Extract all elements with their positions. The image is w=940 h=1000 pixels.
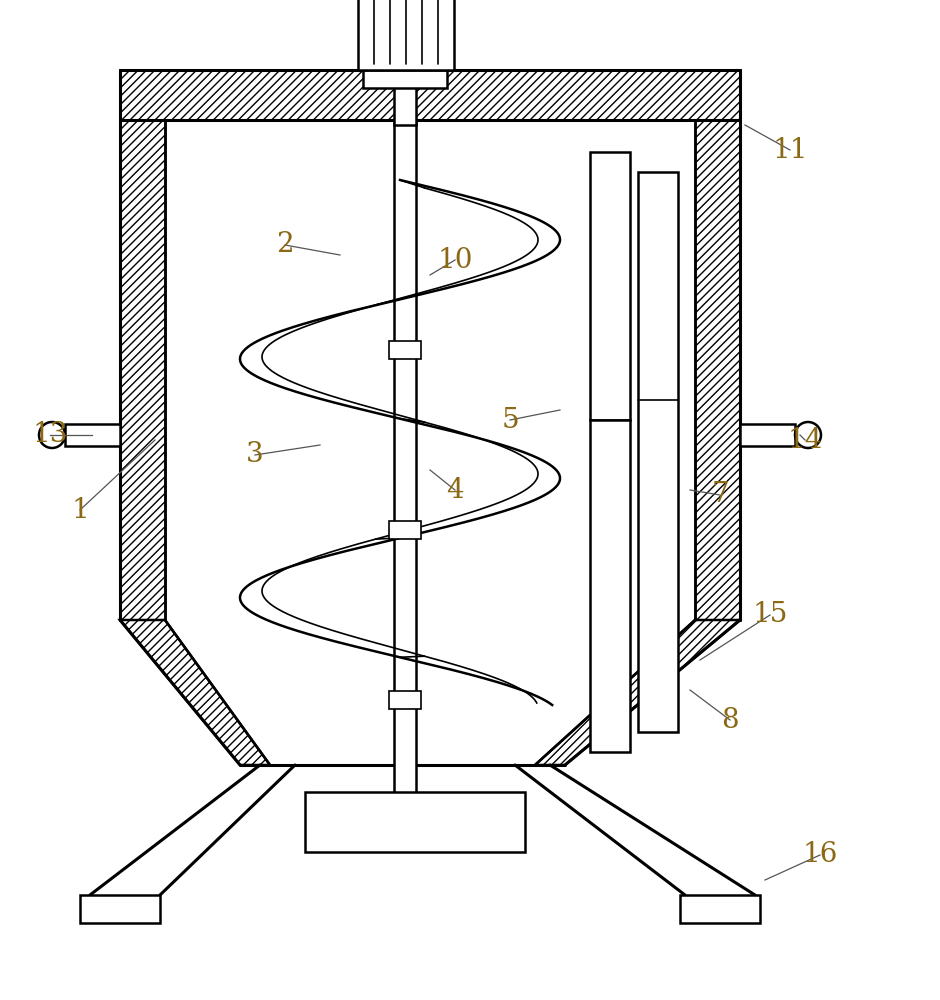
Bar	[65, 424, 120, 446]
Text: 3: 3	[246, 442, 264, 468]
Bar	[305, 792, 525, 852]
Polygon shape	[695, 120, 740, 620]
Text: 8: 8	[721, 706, 739, 734]
Bar	[680, 895, 760, 923]
Polygon shape	[535, 620, 740, 765]
Bar	[394, 120, 416, 802]
Bar	[389, 521, 421, 539]
Bar	[638, 172, 678, 732]
Bar	[394, 65, 416, 125]
Text: 11: 11	[773, 136, 807, 163]
Text: 15: 15	[752, 601, 788, 629]
Text: 1: 1	[71, 496, 89, 524]
Text: 16: 16	[803, 842, 838, 868]
Text: 4: 4	[446, 477, 463, 504]
Bar	[389, 341, 421, 359]
Polygon shape	[120, 70, 740, 120]
Bar	[590, 420, 630, 752]
Bar	[363, 70, 447, 88]
Bar	[590, 152, 630, 420]
Bar	[740, 424, 795, 446]
Bar	[358, 0, 454, 70]
Bar	[389, 691, 421, 709]
Text: 7: 7	[712, 482, 728, 508]
Text: 5: 5	[501, 406, 519, 434]
Polygon shape	[165, 620, 695, 765]
Text: 13: 13	[32, 422, 68, 448]
Text: 14: 14	[788, 426, 822, 454]
Text: 10: 10	[437, 246, 473, 273]
Polygon shape	[120, 620, 270, 765]
Text: 2: 2	[276, 232, 294, 258]
Bar	[80, 895, 160, 923]
Polygon shape	[120, 120, 165, 620]
Bar	[165, 120, 695, 620]
